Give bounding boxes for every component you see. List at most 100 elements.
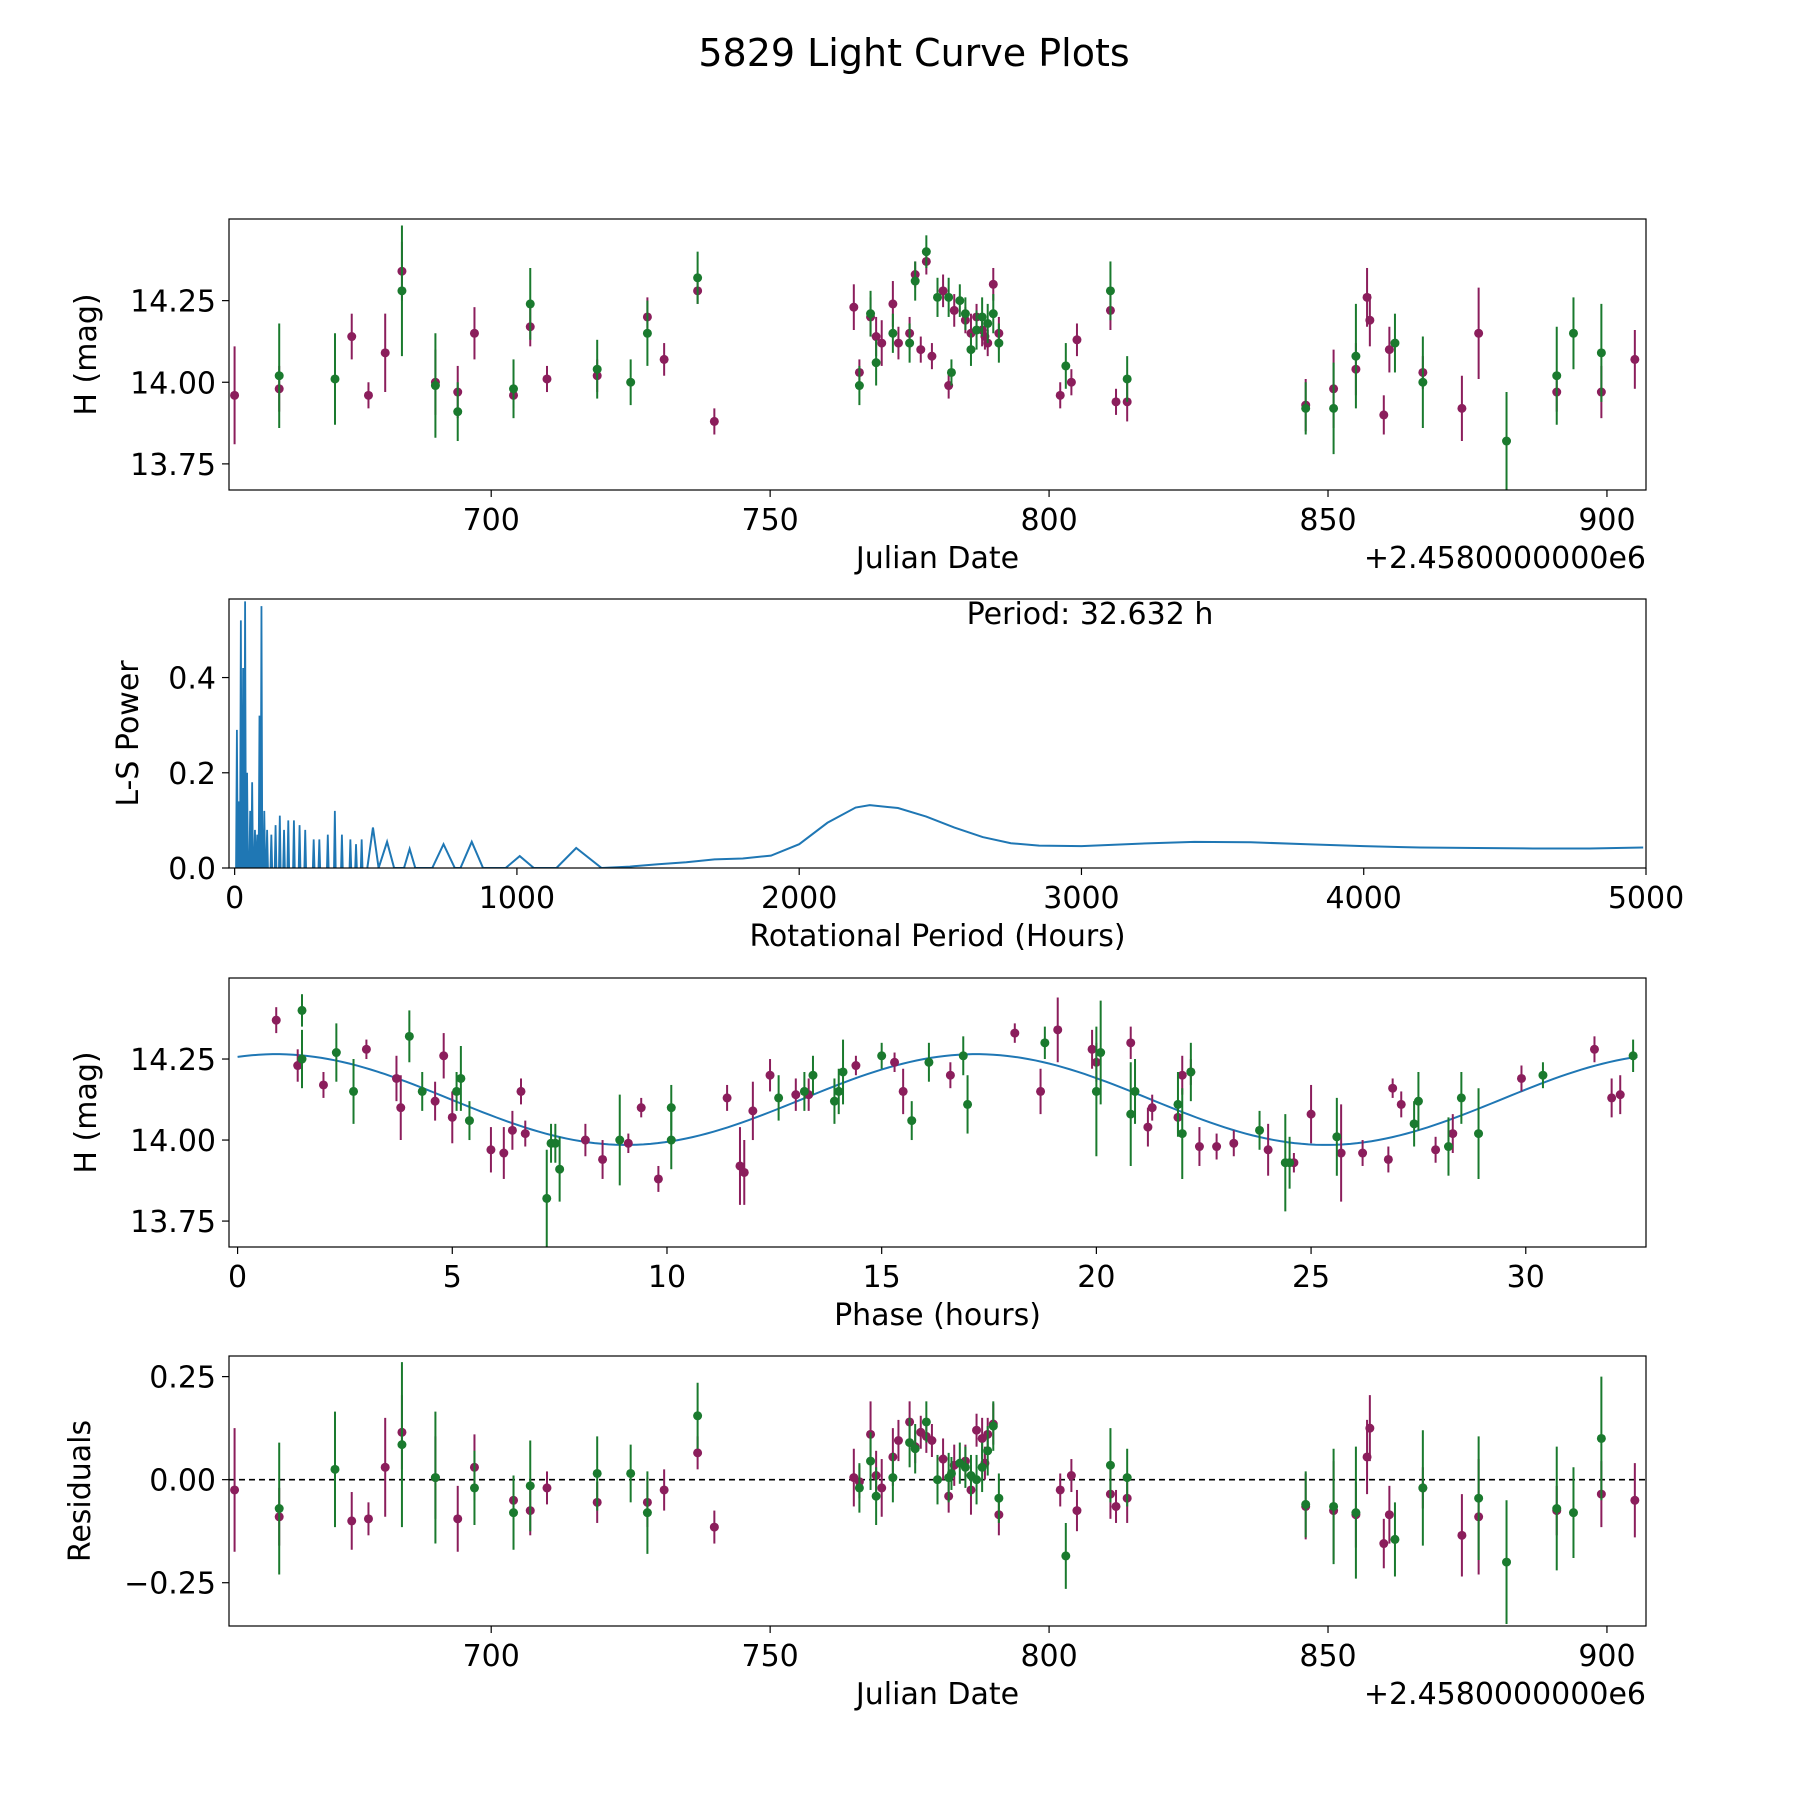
purple-point	[1336, 1148, 1346, 1158]
y-tick-label: 0.4	[168, 662, 216, 697]
purple-point	[1396, 1099, 1406, 1109]
green-point	[666, 1103, 676, 1113]
x-axis-label: Julian Date	[854, 1677, 1019, 1712]
green-point	[924, 1057, 934, 1067]
green-point	[1552, 1504, 1562, 1514]
green-point	[542, 1193, 552, 1203]
green-point	[550, 1138, 560, 1148]
purple-point	[363, 390, 373, 400]
green-point	[1122, 1473, 1132, 1483]
purple-point	[486, 1145, 496, 1155]
green-point	[456, 1073, 466, 1083]
purple-point	[542, 1483, 552, 1493]
x-tick-label: 0	[228, 1260, 247, 1295]
green-point	[509, 384, 519, 394]
purple-point	[439, 1051, 449, 1061]
x-tick-label: 1000	[479, 881, 555, 916]
purple-point	[430, 1096, 440, 1106]
green-point	[944, 292, 954, 302]
green-point	[331, 1048, 341, 1058]
y-axis-label: H (mag)	[69, 293, 104, 415]
x-tick-label: 2000	[761, 881, 837, 916]
purple-point	[598, 1154, 608, 1164]
green-point	[829, 1096, 839, 1106]
purple-point	[520, 1129, 530, 1139]
purple-point	[1516, 1073, 1526, 1083]
green-point	[866, 1456, 876, 1466]
green-point	[834, 1086, 844, 1096]
green-point	[946, 367, 956, 377]
phased-frame	[228, 977, 1647, 1248]
green-point	[297, 1054, 307, 1064]
x-tick-label: 800	[1020, 1639, 1077, 1674]
green-point	[1351, 1508, 1361, 1518]
x-tick-label: 25	[1292, 1260, 1330, 1295]
purple-point	[871, 332, 881, 342]
x-axis-label: Julian Date	[854, 541, 1019, 576]
x-tick-label: 850	[1299, 503, 1356, 538]
x-tick-label: 30	[1507, 1260, 1545, 1295]
purple-point	[1630, 354, 1640, 364]
green-point	[905, 338, 915, 348]
green-point	[1332, 1132, 1342, 1142]
green-point	[1173, 1099, 1183, 1109]
purple-point	[1384, 1510, 1394, 1520]
purple-point	[271, 1015, 281, 1025]
green-point	[452, 1086, 462, 1096]
lightcurve-frame	[228, 218, 1647, 491]
x-tick-label: 700	[463, 1639, 520, 1674]
green-point	[1126, 1109, 1136, 1119]
green-point	[946, 1468, 956, 1478]
green-point	[799, 1086, 809, 1096]
green-point	[1301, 403, 1311, 413]
green-point	[960, 1462, 970, 1472]
green-point	[808, 1070, 818, 1080]
green-point	[1538, 1070, 1548, 1080]
y-axis-label: Residuals	[63, 1420, 98, 1562]
purple-point	[1072, 335, 1082, 345]
x-tick-label: 20	[1077, 1260, 1115, 1295]
green-point	[866, 309, 876, 319]
green-point	[910, 1444, 920, 1454]
green-point	[905, 1438, 915, 1448]
green-point	[469, 1483, 479, 1493]
y-tick-label: 14.25	[130, 1043, 216, 1078]
green-point	[430, 381, 440, 391]
purple-point	[1607, 1093, 1617, 1103]
purple-point	[849, 302, 859, 312]
green-point	[871, 1491, 881, 1501]
green-point	[297, 1005, 307, 1015]
green-point	[958, 1051, 968, 1061]
green-point	[1474, 1493, 1484, 1503]
purple-point	[927, 1436, 937, 1446]
purple-point	[765, 1070, 775, 1080]
green-point	[1105, 286, 1115, 296]
green-point	[1474, 1129, 1484, 1139]
green-point	[977, 312, 987, 322]
green-point	[988, 309, 998, 319]
purple-point	[1365, 1423, 1375, 1433]
green-point	[1105, 1460, 1115, 1470]
green-point	[854, 381, 864, 391]
x-tick-label: 5	[443, 1260, 462, 1295]
green-point	[1122, 374, 1132, 384]
green-point	[1177, 1129, 1187, 1139]
purple-point	[893, 1436, 903, 1446]
purple-point	[898, 1086, 908, 1096]
green-point	[966, 345, 976, 355]
green-point	[1040, 1038, 1050, 1048]
purple-point	[1010, 1028, 1020, 1038]
purple-point	[391, 1073, 401, 1083]
green-point	[1329, 1501, 1339, 1511]
x-axis-label: Rotational Period (Hours)	[749, 919, 1125, 954]
purple-point	[851, 1061, 861, 1071]
y-tick-label: 0.0	[168, 852, 216, 887]
purple-point	[396, 1103, 406, 1113]
green-point	[838, 1067, 848, 1077]
purple-point	[938, 1454, 948, 1464]
green-point	[397, 286, 407, 296]
purple-point	[1263, 1145, 1273, 1155]
purple-point	[363, 1514, 373, 1524]
purple-point	[1053, 1025, 1063, 1035]
periodogram-frame	[228, 598, 1647, 869]
